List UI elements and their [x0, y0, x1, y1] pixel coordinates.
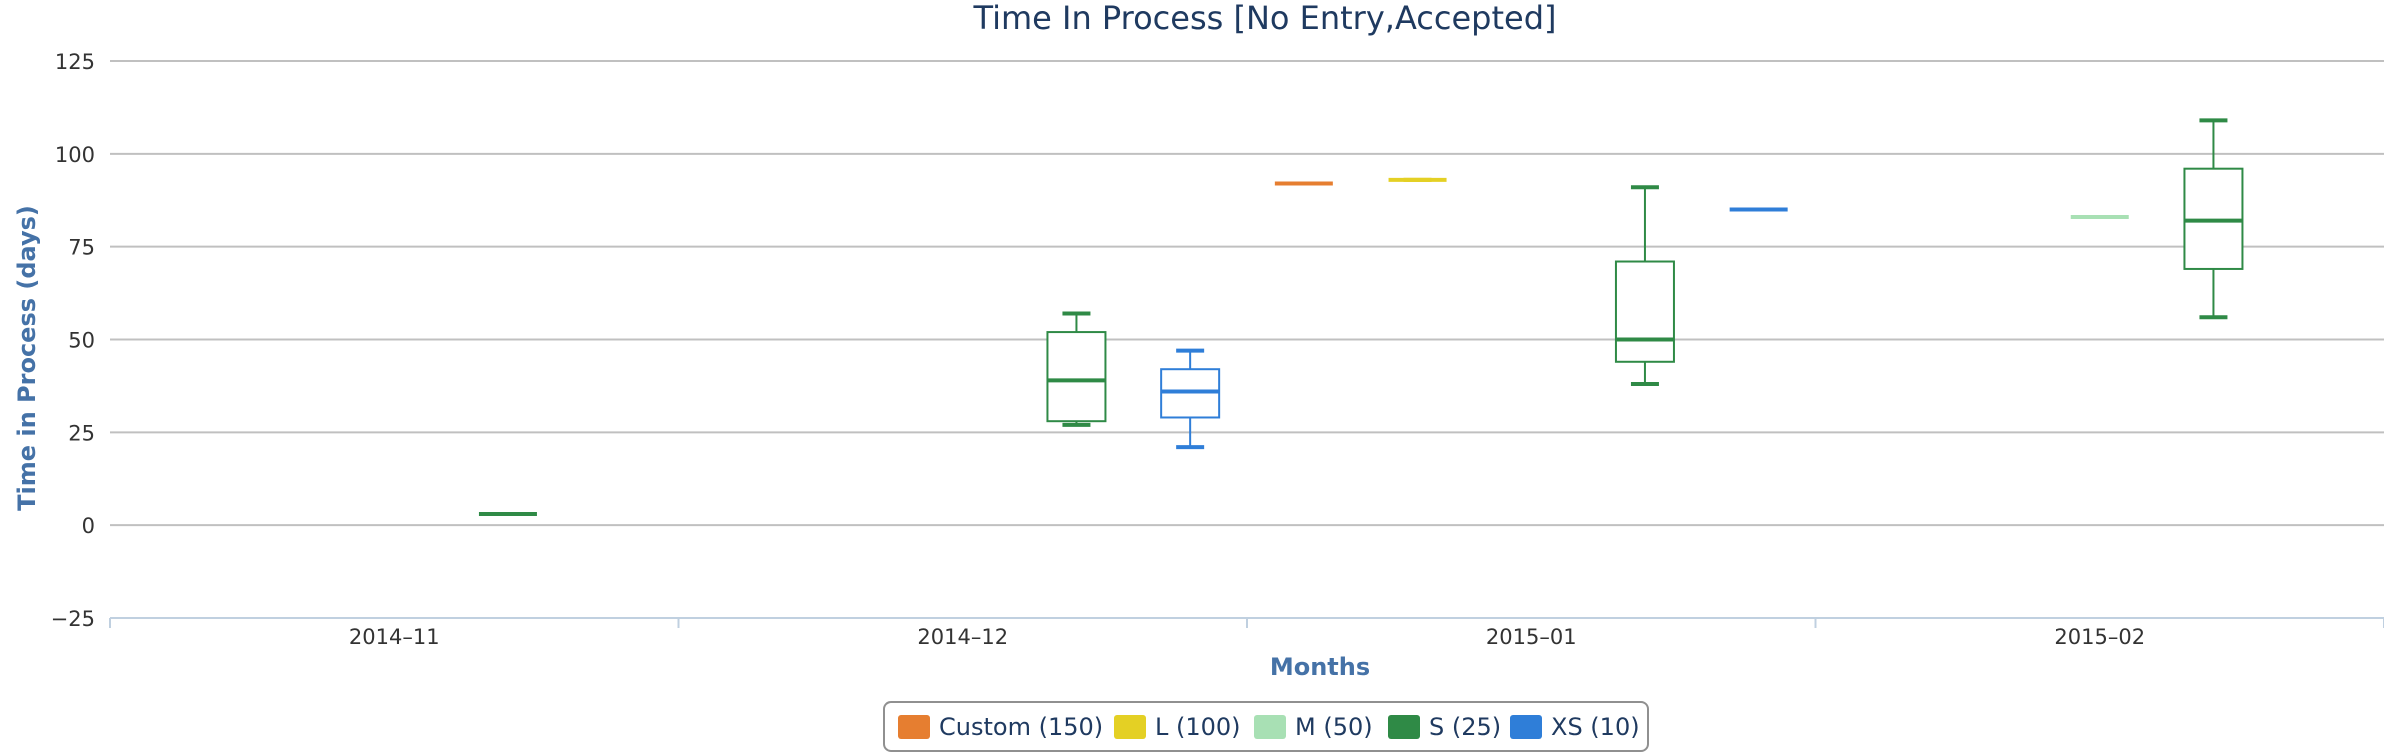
legend-swatch	[1388, 715, 1420, 739]
grid-lines	[110, 60, 2384, 527]
legend-label: Custom (150)	[939, 713, 1103, 741]
legend-swatch	[898, 715, 930, 739]
x-tick-label: 2015–01	[1486, 625, 1577, 649]
y-tick-label: 50	[68, 329, 95, 353]
legend-item[interactable]: L (100)	[1114, 713, 1241, 741]
box-point	[1160, 348, 1221, 450]
y-axis-title: Time in Process (days)	[13, 205, 41, 511]
legend-label: M (50)	[1295, 713, 1373, 741]
x-axis: 2014–11 2014–12 2015–01 2015–02	[109, 617, 2384, 649]
y-tick-label: 0	[82, 514, 95, 538]
series-4	[1160, 207, 1788, 450]
legend: Custom (150) L (100) M (50) S (25) XS (10)	[883, 701, 1649, 752]
x-tick-label: 2015–02	[2054, 625, 2145, 649]
y-axis-ticks: −25 0 25 50 75 100 125	[51, 50, 95, 631]
legend-label: S (25)	[1429, 713, 1501, 741]
y-tick-label: 100	[55, 143, 95, 167]
chart-title: Time In Process [No Entry,Accepted]	[973, 0, 1557, 37]
legend-label: L (100)	[1155, 713, 1241, 741]
legend-swatch	[1510, 715, 1542, 739]
series-3	[478, 118, 2244, 517]
x-tick-label: 2014–12	[917, 625, 1008, 649]
legend-item[interactable]: S (25)	[1388, 713, 1501, 741]
y-tick-label: 125	[55, 50, 95, 74]
y-tick-label: −25	[51, 607, 95, 631]
box-point	[1614, 185, 1675, 387]
legend-item[interactable]: XS (10)	[1510, 713, 1640, 741]
legend-label: XS (10)	[1551, 713, 1640, 741]
box-body	[1614, 260, 1675, 363]
y-tick-label: 75	[68, 236, 95, 260]
box-series	[478, 118, 2244, 517]
legend-item[interactable]: Custom (150)	[898, 713, 1103, 741]
box-point	[1046, 311, 1107, 427]
x-tick-label: 2014–11	[349, 625, 440, 649]
legend-swatch	[1254, 715, 1286, 739]
legend-item[interactable]: M (50)	[1254, 713, 1373, 741]
legend-swatch	[1114, 715, 1146, 739]
box-point	[2183, 118, 2244, 320]
box-body	[1046, 331, 1107, 423]
y-tick-label: 25	[68, 421, 95, 445]
x-axis-title: Months	[1270, 653, 1370, 681]
